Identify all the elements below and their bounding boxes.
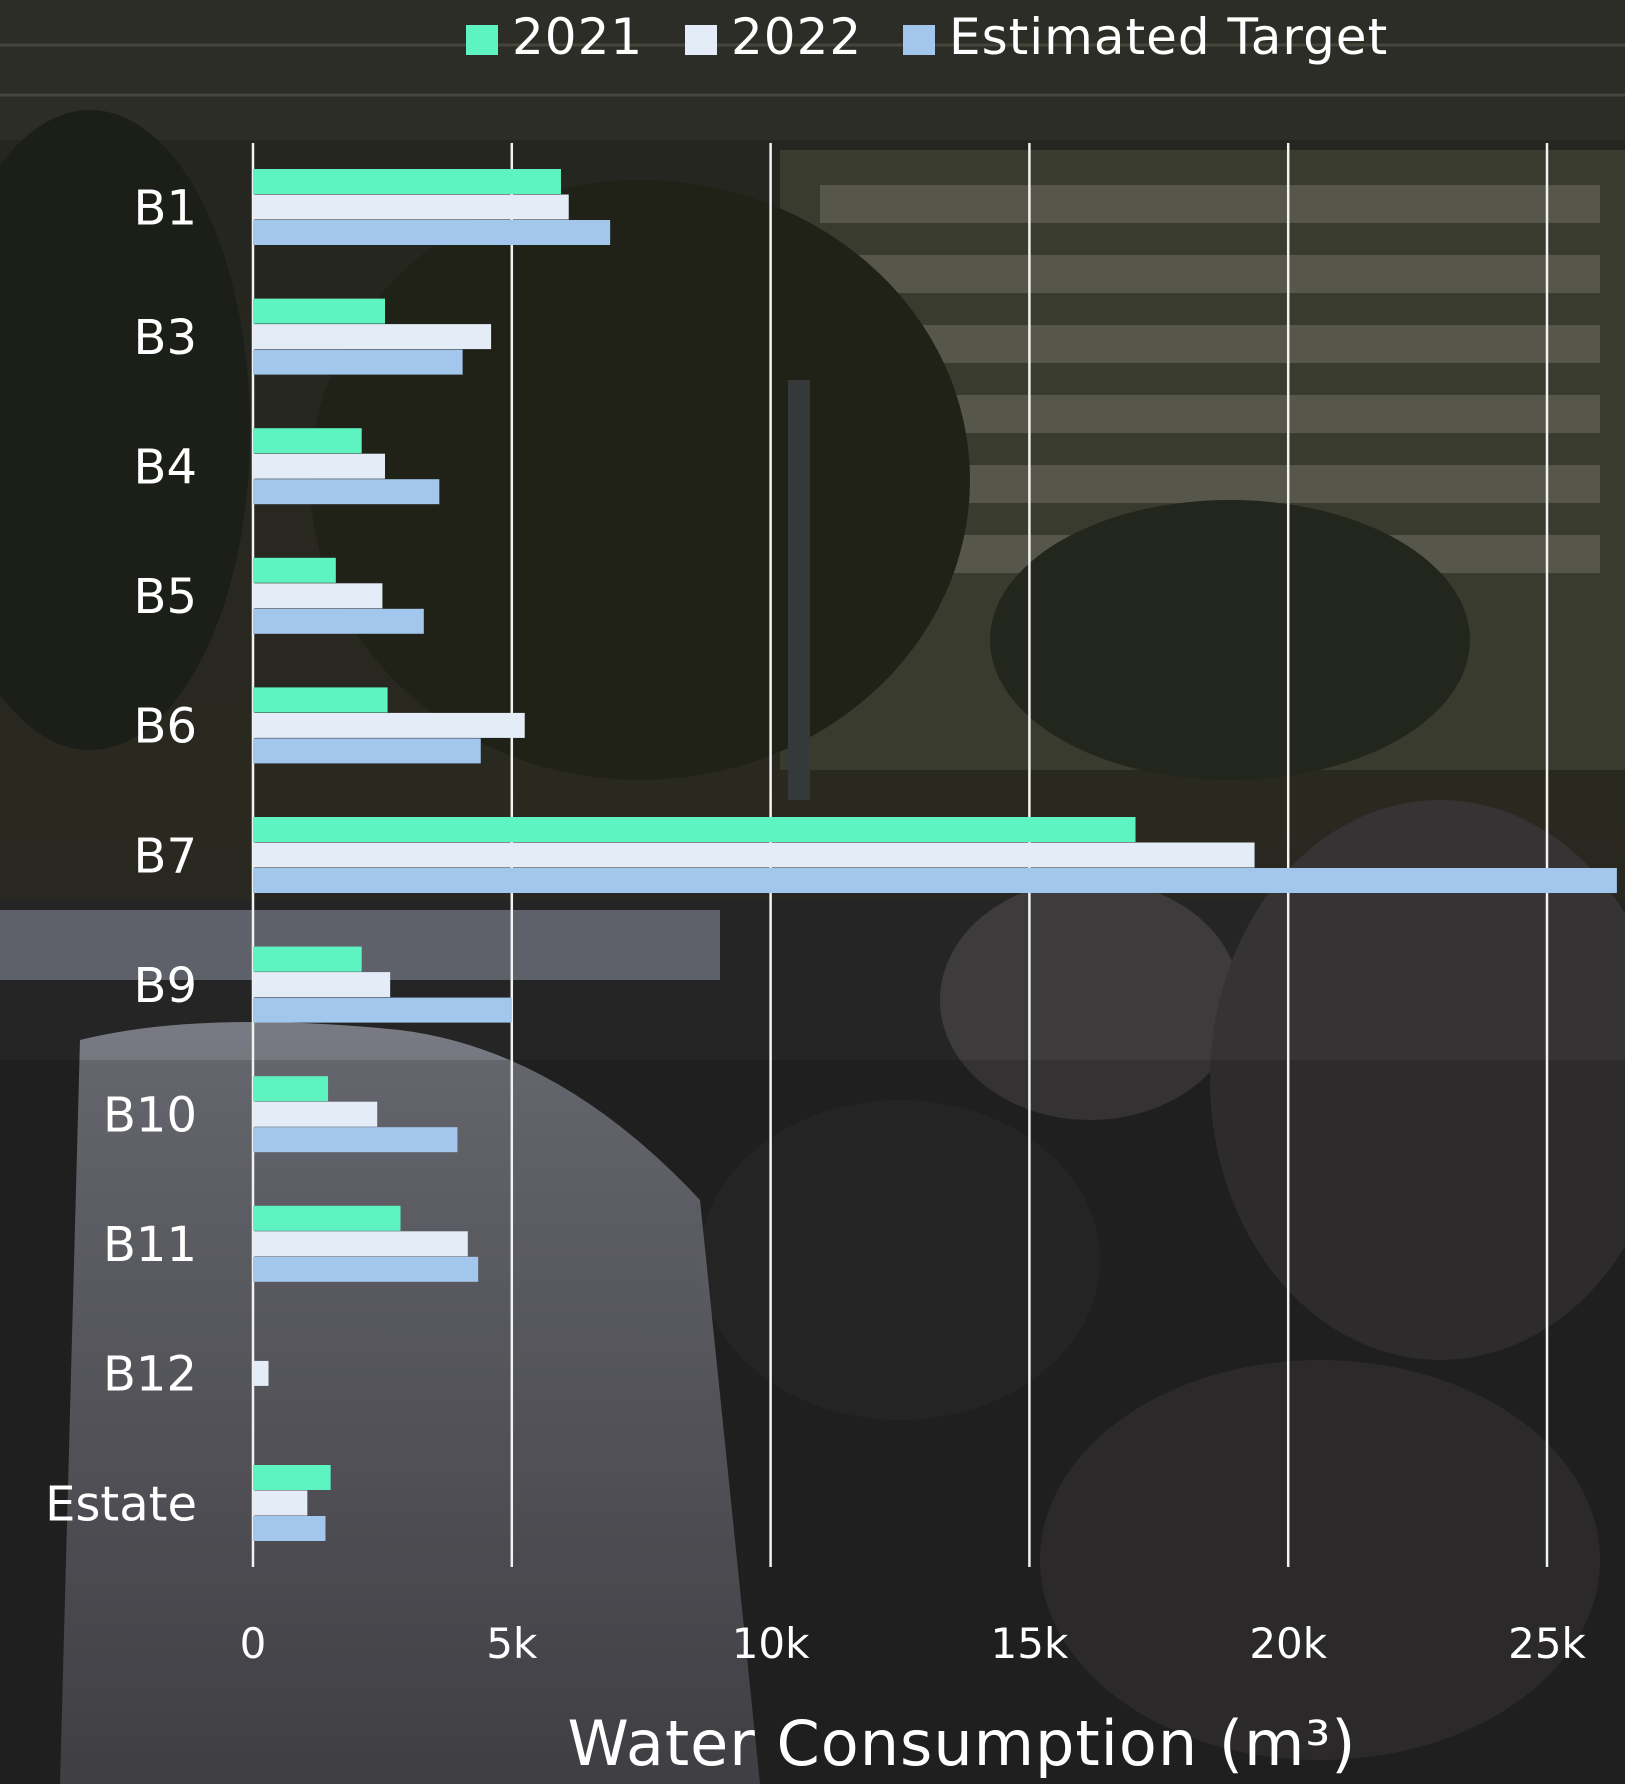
category-label: B11 [103,1217,197,1273]
x-tick-label: 10k [732,1619,810,1668]
x-tick-label: 20k [1249,1619,1327,1668]
legend-label: Estimated Target [949,8,1388,66]
x-tick-labels: 0 5k 10k 15k 20k 25k [240,1619,1587,1668]
bars [253,169,1617,1541]
bar-b9-estimated-target [253,997,512,1023]
category-label: B3 [134,310,197,366]
x-tick-label: 15k [991,1619,1069,1668]
category-label: B4 [134,439,197,495]
bar-b7-2022 [253,842,1255,868]
category-label: B12 [103,1347,197,1403]
category-label: B6 [134,699,197,755]
bar-b7-2021 [253,817,1136,842]
bar-b6-2021 [253,687,388,713]
bar-b10-estimated-target [253,1127,458,1153]
legend: 2021 2022 Estimated Target [466,8,1388,66]
category-label: Estate [45,1476,197,1532]
bar-b12-2022 [253,1360,269,1386]
bar-estate-2022 [253,1490,308,1516]
bar-b3-estimated-target [253,349,463,375]
legend-swatch-estimated-target [903,25,935,55]
bar-b7-estimated-target [253,868,1617,893]
legend-swatch-2022 [685,25,717,55]
bar-b5-2021 [253,557,336,583]
bar-b11-2021 [253,1205,401,1231]
category-label: B5 [134,569,197,625]
x-tick-label: 5k [486,1619,538,1668]
legend-swatch-2021 [466,25,498,55]
bar-b9-2021 [253,946,362,972]
category-label: B7 [134,828,197,884]
bar-estate-estimated-target [253,1516,326,1541]
bar-b4-2021 [253,428,362,454]
bar-b5-2022 [253,583,383,609]
bar-b3-2022 [253,324,492,350]
bar-b1-2021 [253,169,561,194]
bar-b6-estimated-target [253,738,481,764]
x-tick-label: 25k [1508,1619,1586,1668]
bar-b9-2022 [253,972,391,998]
category-label: B1 [134,180,197,236]
category-label: B9 [134,958,197,1014]
bar-b11-2022 [253,1231,468,1257]
bar-b10-2021 [253,1076,329,1102]
legend-label: 2021 [512,8,643,66]
bar-b6-2022 [253,712,525,738]
x-tick-label: 0 [240,1619,267,1668]
bar-b4-estimated-target [253,479,440,505]
bar-b1-2022 [253,194,569,220]
bar-b11-estimated-target [253,1256,479,1282]
bar-b5-estimated-target [253,608,424,634]
bar-b3-2021 [253,298,385,324]
legend-label: 2022 [731,8,862,66]
bar-b10-2022 [253,1101,378,1127]
bar-b1-estimated-target [253,220,611,245]
x-axis-title: Water Consumption (m³) [568,1707,1357,1780]
bar-b4-2022 [253,453,385,479]
bar-estate-2021 [253,1465,331,1490]
category-labels: B1 B3 B4 B5 B6 B7 B9 B10 B11 B12 Estate [45,180,197,1532]
category-label: B10 [103,1087,197,1143]
